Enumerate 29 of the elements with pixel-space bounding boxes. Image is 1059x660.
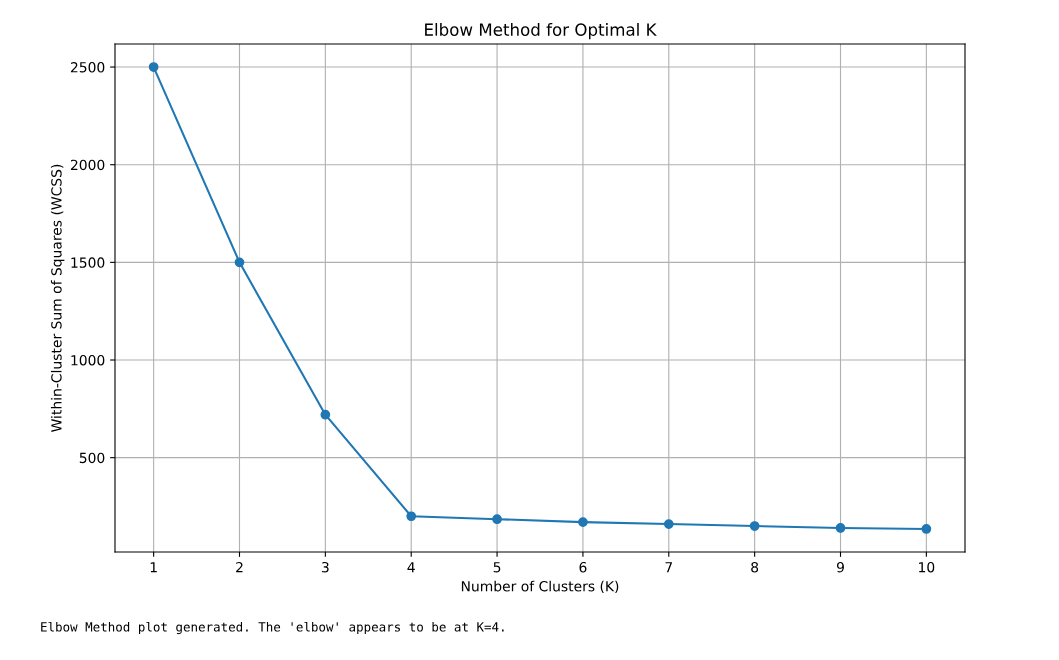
y-tick-label: 1500 (71, 257, 105, 268)
point (663, 519, 674, 529)
y-tick-label: 2500 (70, 62, 105, 73)
point (148, 62, 159, 72)
point (492, 514, 502, 525)
point (320, 409, 331, 420)
x-tick-label: 10 (919, 561, 935, 573)
chart-title: Elbow Method for Optimal K (425, 23, 657, 40)
x-tick-label: 7 (665, 562, 673, 573)
x-tick-label: 6 (579, 561, 587, 573)
x-tick-label: 8 (751, 561, 759, 573)
x-tick-label: 9 (836, 561, 844, 573)
point (406, 511, 417, 522)
point (234, 257, 245, 268)
point (835, 523, 846, 533)
y-tick-label: 1000 (71, 354, 105, 366)
x-tick-label: 2 (236, 561, 243, 573)
y-tick-label: 2000 (70, 159, 105, 171)
text: Elbow Method plot generated. The 'elbow' appears to be at K=4. (41, 621, 504, 635)
y-axis-title: Within-Cluster Sum of Squares (WCSS) (50, 164, 65, 432)
x-tick-label: 1 (150, 562, 157, 573)
point (749, 521, 760, 531)
y-tick-label: 500 (79, 452, 105, 464)
x-tick-label: 3 (321, 561, 329, 573)
x-tick-label: 4 (407, 562, 415, 573)
x-tick-label: 5 (493, 562, 501, 573)
x-axis-title: Number of Clusters (K) (461, 580, 619, 594)
point (921, 524, 932, 534)
point (578, 517, 588, 527)
